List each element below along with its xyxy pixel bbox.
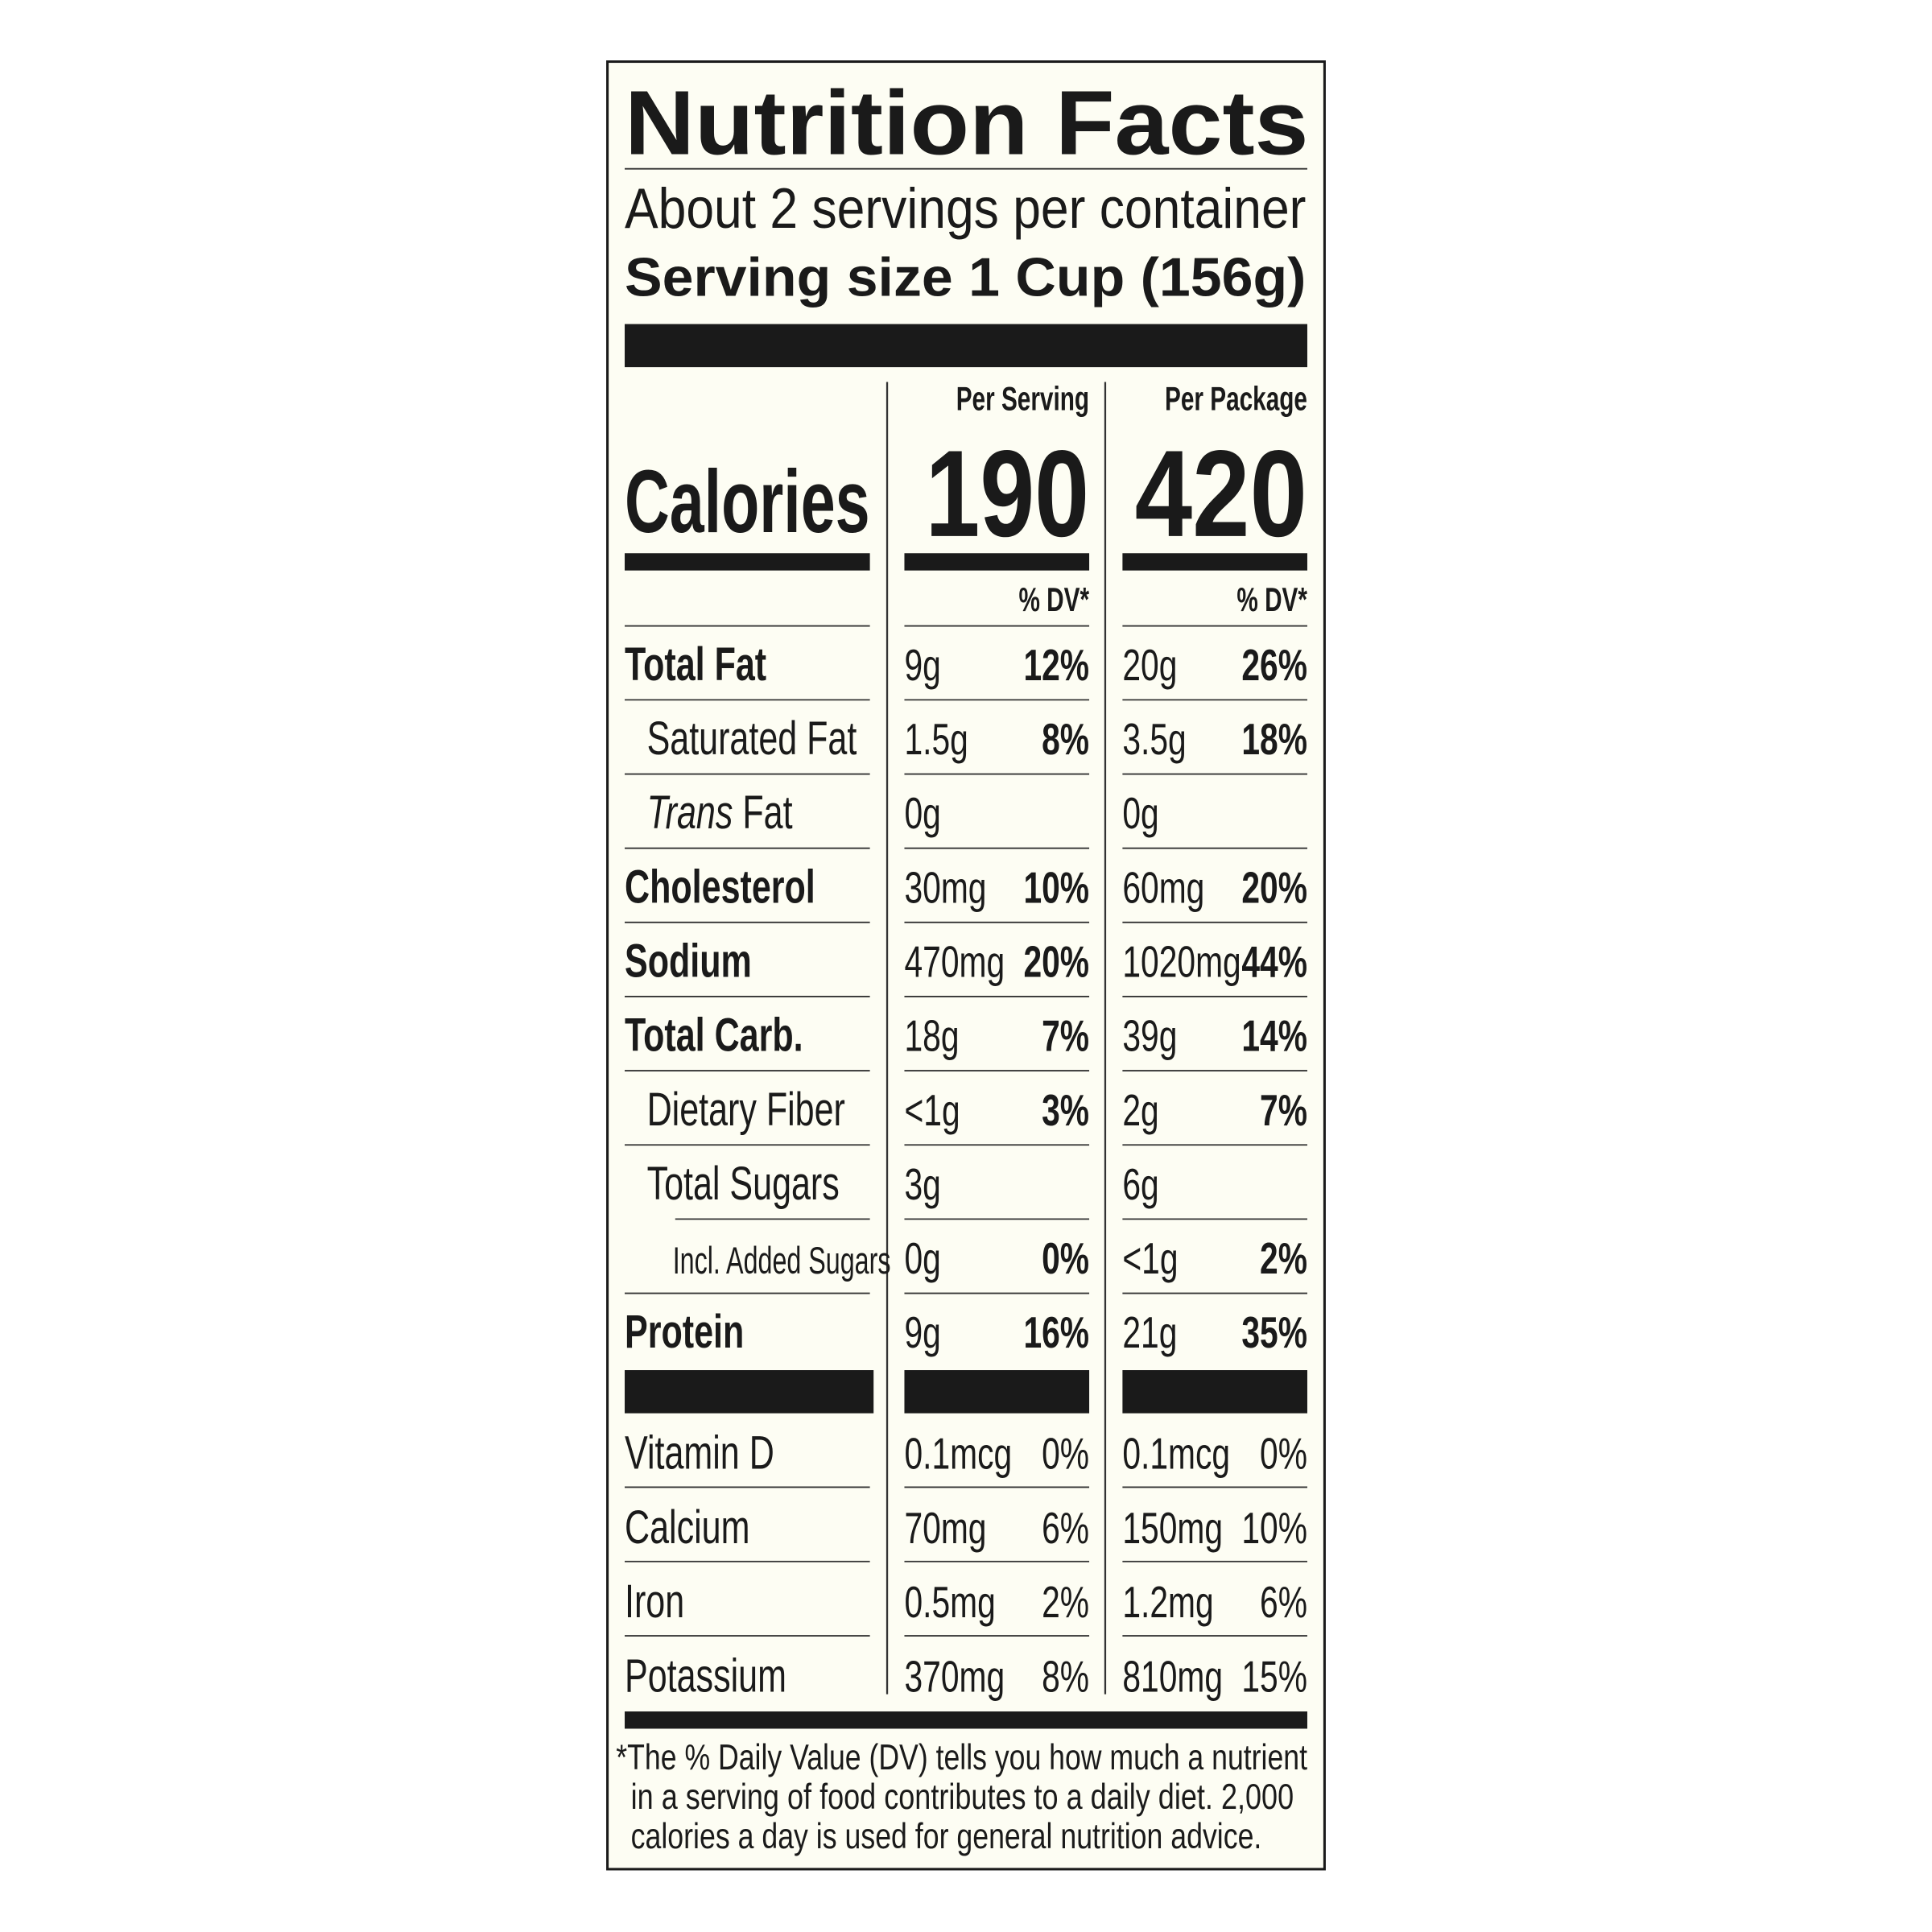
nutrient-name-text: Total Sugars: [647, 1158, 840, 1210]
rule-bar: [625, 1370, 874, 1414]
amount: 0.5mg: [904, 1577, 995, 1627]
nutrient-name-text: Cholesterol: [625, 861, 815, 913]
vitamin-name: Iron: [625, 1575, 684, 1628]
nutrient-name: Total Fat: [625, 638, 766, 691]
rule-bar: [625, 324, 1307, 368]
daily-value: 0%: [1042, 1233, 1089, 1283]
servings-per-container: About 2 servings per container: [625, 176, 1306, 240]
amount: 1.5g: [904, 714, 968, 764]
daily-value: 18%: [1241, 714, 1307, 764]
nutrient-name: Total Carb.: [625, 1009, 803, 1062]
daily-value: 0%: [1042, 1428, 1089, 1478]
dv-heading: % DV*: [1018, 581, 1089, 618]
dv-heading: % DV*: [1236, 581, 1307, 618]
vitamin-name: Vitamin D: [625, 1426, 774, 1479]
amount: 370mg: [904, 1651, 1005, 1701]
amount: 39g: [1122, 1011, 1177, 1061]
nutrient-name: Cholesterol: [625, 861, 815, 913]
vitamin-name: Calcium: [625, 1501, 749, 1554]
amount: 21g: [1122, 1307, 1177, 1357]
vitamin-name: Potassium: [625, 1649, 786, 1702]
nutrient-name: Saturated Fat: [647, 712, 857, 765]
daily-value: 15%: [1241, 1651, 1307, 1701]
nutrient-name-text: Total Carb.: [625, 1009, 803, 1062]
nutrient-name-text: Fat: [742, 786, 792, 839]
amount: 810mg: [1122, 1651, 1223, 1701]
daily-value: 20%: [1023, 936, 1089, 986]
amount: 2g: [1122, 1085, 1158, 1135]
amount: 0g: [904, 788, 940, 838]
daily-value: 44%: [1241, 936, 1307, 986]
nutrient-name: Trans Fat: [647, 786, 793, 839]
amount: 30mg: [904, 862, 986, 912]
daily-value: 2%: [1260, 1233, 1307, 1283]
amount: 9g: [904, 1307, 940, 1357]
nutrient-name-text: Sodium: [625, 935, 752, 987]
daily-value: 2%: [1042, 1577, 1089, 1627]
amount: 0.1mcg: [904, 1428, 1012, 1478]
daily-value: 26%: [1241, 640, 1307, 690]
serving-size: Serving size 1 Cup (156g): [625, 247, 1306, 308]
amount: 70mg: [904, 1503, 986, 1553]
daily-value: 8%: [1042, 1651, 1089, 1701]
nutrient-name-text: Protein: [625, 1306, 744, 1358]
calories-value: 190: [925, 425, 1089, 563]
rule-bar: [904, 553, 1090, 571]
daily-value: 6%: [1260, 1577, 1307, 1627]
daily-value: 12%: [1023, 640, 1089, 690]
nutrient-name: Dietary Fiber: [647, 1084, 845, 1136]
nutrient-name: Incl. Added Sugars: [673, 1240, 891, 1282]
amount: 60mg: [1122, 862, 1204, 912]
rule-bar: [625, 553, 870, 571]
daily-value: 0%: [1260, 1428, 1307, 1478]
daily-value: 7%: [1042, 1011, 1089, 1061]
rule-bar: [1122, 553, 1307, 571]
amount: 150mg: [1122, 1503, 1223, 1553]
footnote-line: calories a day is used for general nutri…: [631, 1817, 1262, 1856]
amount: 470mg: [904, 936, 1005, 986]
amount: <1g: [904, 1085, 960, 1135]
nutrient-name-text: Saturated Fat: [647, 712, 857, 765]
title: Nutrition Facts: [625, 72, 1308, 174]
daily-value: 20%: [1241, 862, 1307, 912]
daily-value: 3%: [1042, 1085, 1089, 1135]
daily-value: 7%: [1260, 1085, 1307, 1135]
column-heading: Per Serving: [956, 381, 1089, 418]
amount: 3g: [904, 1159, 940, 1209]
daily-value: 14%: [1241, 1011, 1307, 1061]
amount: <1g: [1122, 1233, 1178, 1283]
amount: 18g: [904, 1011, 959, 1061]
amount: 0g: [904, 1233, 940, 1283]
amount: 3.5g: [1122, 714, 1186, 764]
rule-bar: [904, 1370, 1090, 1414]
amount: 20g: [1122, 640, 1177, 690]
nutrient-name: Sodium: [625, 935, 752, 987]
daily-value: 10%: [1023, 862, 1089, 912]
nutrient-name: Protein: [625, 1306, 744, 1358]
amount: 0g: [1122, 788, 1158, 838]
daily-value: 6%: [1042, 1503, 1089, 1553]
nutrient-name-italic: Trans: [647, 786, 733, 839]
rule-bar: [625, 1711, 1307, 1729]
daily-value: 8%: [1042, 714, 1089, 764]
amount: 6g: [1122, 1159, 1158, 1209]
nutrient-name: Total Sugars: [647, 1158, 840, 1210]
amount: 1020mg: [1122, 936, 1241, 986]
amount: 0.1mcg: [1122, 1428, 1230, 1478]
column-heading: Per Package: [1165, 381, 1307, 418]
daily-value: 10%: [1241, 1503, 1307, 1553]
footnote-line: in a serving of food contributes to a da…: [631, 1777, 1294, 1817]
calories-label: Calories: [625, 452, 870, 551]
nutrient-name-text: Dietary Fiber: [647, 1084, 845, 1136]
daily-value: 16%: [1023, 1307, 1089, 1357]
nutrient-name-text: Incl. Added Sugars: [673, 1240, 891, 1282]
nutrient-name-text: Total Fat: [625, 638, 766, 691]
amount: 9g: [904, 640, 940, 690]
rule-bar: [1122, 1370, 1307, 1414]
footnote-line: *The % Daily Value (DV) tells you how mu…: [616, 1738, 1307, 1777]
daily-value: 35%: [1241, 1307, 1307, 1357]
calories-value: 420: [1135, 425, 1307, 563]
amount: 1.2mg: [1122, 1577, 1213, 1627]
